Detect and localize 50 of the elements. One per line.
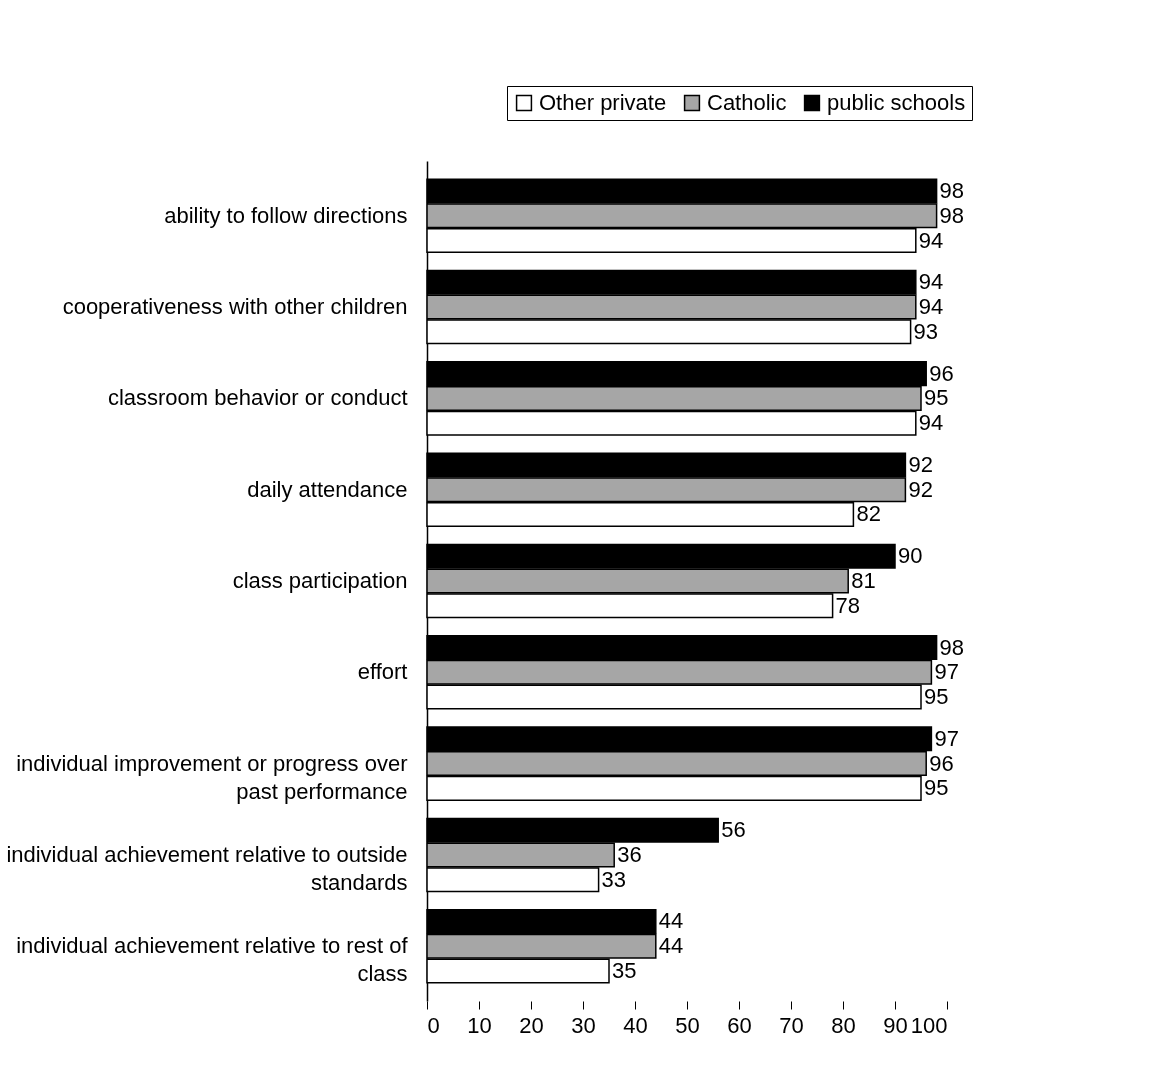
legend-label: Other private (539, 90, 667, 115)
x-tick-label: 50 (675, 1012, 700, 1038)
data-label: 93 (913, 318, 939, 344)
data-label: 95 (924, 775, 949, 801)
data-label: 98 (939, 202, 965, 228)
x-tick-label: 40 (623, 1012, 648, 1038)
data-label: 94 (918, 410, 944, 436)
y-tick-label: class participation (232, 568, 408, 593)
data-label: 90 (898, 543, 923, 569)
y-tick-label: individual improvement or progress over past performance (16, 750, 408, 804)
y-tick-label: classroom behavior or conduct (107, 385, 408, 411)
y-tick-label: daily attendance (247, 476, 408, 502)
data-label: 44 (658, 908, 684, 934)
data-label: 97 (934, 725, 959, 751)
data-label: 94 (918, 269, 944, 295)
data-label: 56 (721, 817, 746, 843)
data-label: 81 (851, 568, 876, 593)
data-label: 82 (856, 501, 881, 527)
legend-label: Catholic (707, 90, 787, 115)
x-tick-label: 100 (910, 1012, 948, 1038)
data-label: 35 (612, 957, 637, 983)
data-label: 33 (601, 866, 627, 892)
x-tick-label: 90 (883, 1012, 908, 1038)
x-tick-label: 70 (779, 1012, 804, 1038)
data-label: 97 (934, 659, 959, 685)
data-label: 78 (835, 592, 861, 618)
y-tick-label: cooperativeness with other children (62, 294, 408, 320)
x-tick-label: 80 (831, 1012, 856, 1038)
x-tick-label: 10 (467, 1012, 492, 1038)
data-label: 95 (924, 385, 949, 411)
data-label: 96 (929, 750, 954, 776)
data-label: 98 (939, 634, 965, 660)
x-tick-label: 20 (519, 1012, 544, 1038)
data-label: 95 (924, 684, 949, 710)
data-label: 92 (908, 451, 933, 477)
data-label: 36 (617, 841, 642, 867)
x-tick-label: 0 (427, 1012, 440, 1038)
data-label: 44 (658, 933, 684, 959)
y-tick-label: individual achievement relative to rest of class (16, 933, 409, 987)
y-tick-label: individual achievement relative to outside standards (6, 841, 408, 895)
y-tick-label: ability to follow directions (164, 202, 408, 228)
legend-label: public schools (827, 90, 966, 115)
x-tick-label: 60 (727, 1012, 752, 1038)
x-tick-label: 30 (571, 1012, 596, 1038)
data-label: 98 (939, 178, 965, 204)
data-label: 94 (918, 227, 944, 253)
data-label: 94 (918, 294, 944, 320)
data-label: 96 (929, 360, 954, 386)
data-label: 92 (908, 476, 933, 502)
y-tick-label: effort (357, 659, 408, 685)
